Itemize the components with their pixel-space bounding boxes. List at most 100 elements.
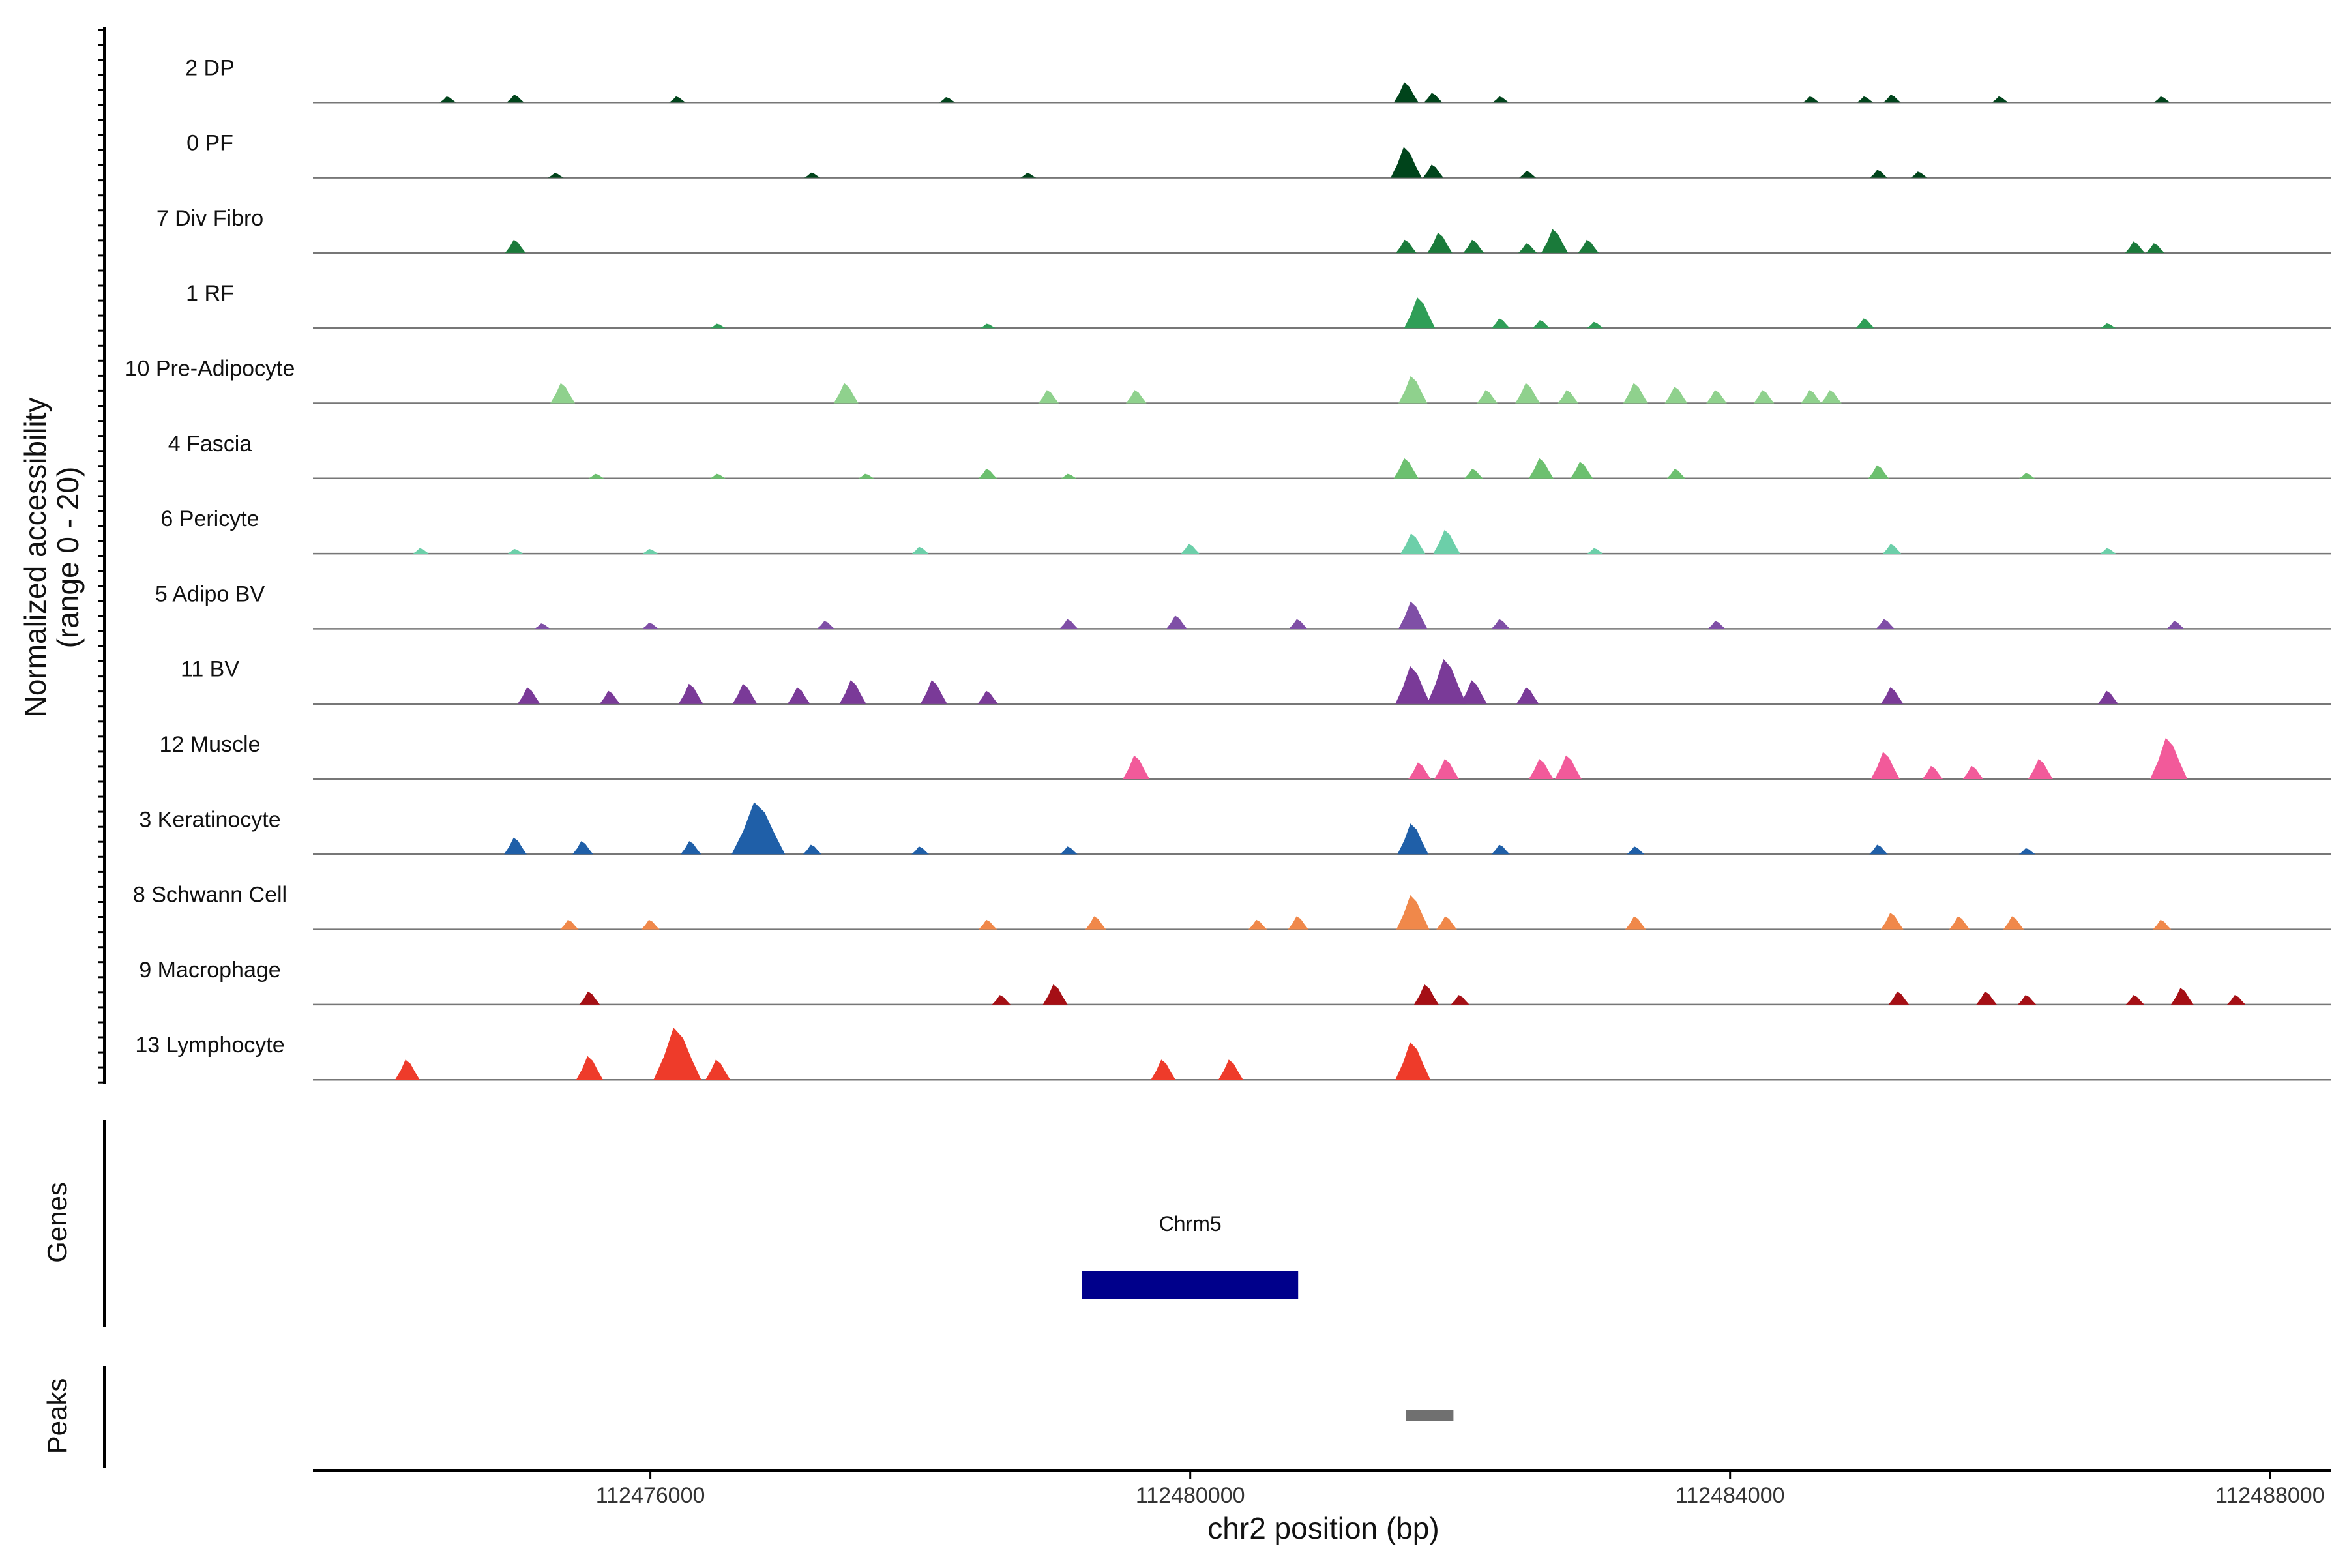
- tracks-layer: 2 DP 0 PF 7 Div Fibro 1 RF 10 Pre-Adipocyte 4…: [98, 27, 2331, 1084]
- x-axis-title: chr2 position (bp): [1207, 1511, 1439, 1545]
- accessibility-peak: [1666, 469, 1686, 479]
- track-label: 3 Keratinocyte: [139, 807, 280, 832]
- x-tick-label: 112480000: [1136, 1483, 1245, 1508]
- track-label: 6 Pericyte: [160, 507, 259, 531]
- accessibility-peak: [1426, 658, 1467, 704]
- genes-panel: Genes Chrm5: [42, 1120, 1299, 1327]
- track-label: 8 Schwann Cell: [133, 883, 287, 908]
- track-row: 11 BV: [181, 657, 2331, 705]
- accessibility-peak: [2018, 995, 2037, 1005]
- accessibility-peak: [911, 546, 929, 554]
- accessibility-peak: [978, 469, 997, 479]
- accessibility-peak: [992, 995, 1011, 1005]
- accessibility-peak: [507, 95, 524, 103]
- accessibility-peak: [1516, 687, 1539, 704]
- accessibility-peak: [732, 683, 758, 704]
- accessibility-peak: [1888, 991, 1910, 1005]
- accessibility-peak: [911, 846, 929, 855]
- accessibility-peak: [560, 919, 579, 930]
- accessibility-peak: [1396, 239, 1417, 253]
- accessibility-peak: [1492, 96, 1509, 103]
- accessibility-peak: [680, 841, 701, 855]
- accessibility-peak: [2150, 737, 2188, 779]
- accessibility-peak: [1515, 383, 1541, 404]
- accessibility-peak: [1922, 765, 1943, 779]
- accessibility-peak: [1085, 916, 1106, 930]
- accessibility-peak: [977, 690, 998, 704]
- accessibility-peak: [1404, 297, 1436, 329]
- accessibility-peak: [1408, 762, 1431, 779]
- track-label: 2 DP: [185, 55, 235, 80]
- accessibility-peak: [1451, 995, 1469, 1005]
- peaks-panel: Peaks: [42, 1366, 1454, 1468]
- track-label: 4 Fascia: [168, 432, 252, 456]
- accessibility-peak: [653, 1028, 701, 1080]
- accessibility-peak: [1869, 844, 1888, 855]
- y-axis-title-line1: Normalized accessibility: [18, 398, 52, 718]
- accessibility-peak: [1393, 82, 1419, 103]
- accessibility-peak: [517, 687, 540, 704]
- accessibility-peak: [1491, 619, 1510, 629]
- accessibility-peak: [1059, 619, 1078, 629]
- accessibility-peak: [2125, 995, 2144, 1005]
- accessibility-peak: [980, 323, 996, 329]
- accessibility-peak: [1436, 916, 1457, 930]
- accessibility-peak: [1391, 147, 1422, 178]
- accessibility-peak: [1627, 846, 1645, 855]
- accessibility-peak: [787, 687, 810, 704]
- accessibility-peak: [2100, 323, 2116, 329]
- accessibility-peak: [2146, 243, 2165, 253]
- y-axis-title: Normalized accessibility (range 0 - 20): [18, 398, 85, 718]
- gene-bar: [1082, 1271, 1299, 1299]
- track-row: 1 RF: [186, 281, 2331, 329]
- accessibility-peak: [1059, 846, 1078, 855]
- accessibility-peak: [1218, 1059, 1243, 1080]
- accessibility-peak: [1400, 533, 1426, 554]
- accessibility-peak: [1460, 680, 1487, 704]
- track-row: 6 Pericyte: [160, 507, 2331, 555]
- accessibility-peak: [2153, 919, 2172, 930]
- accessibility-peak: [2170, 988, 2194, 1005]
- track-label: 5 Adipo BV: [155, 582, 265, 606]
- accessibility-peak: [1801, 390, 1822, 404]
- accessibility-peak: [1289, 619, 1308, 629]
- x-axis: chr2 position (bp) 112476000 112480000 112…: [313, 1469, 2331, 1545]
- track-row: 5 Adipo BV: [155, 582, 2331, 630]
- accessibility-peak: [1528, 759, 1554, 779]
- accessibility-peak: [550, 383, 575, 404]
- track-row: 9 Macrophage: [139, 958, 2331, 1006]
- accessibility-peak: [1870, 170, 1887, 178]
- accessibility-peak: [1880, 913, 1904, 930]
- accessibility-peak: [1587, 548, 1603, 554]
- accessibility-peak: [1976, 991, 1997, 1005]
- accessibility-peak: [1883, 544, 1902, 554]
- accessibility-peak: [1038, 390, 1059, 404]
- accessibility-peak: [1123, 755, 1150, 779]
- accessibility-peak: [1753, 390, 1775, 404]
- x-tick-label: 112484000: [1675, 1483, 1785, 1508]
- track-row: 3 Keratinocyte: [139, 802, 2331, 855]
- track-label: 7 Div Fibro: [156, 206, 263, 231]
- x-tick-label: 112488000: [2215, 1483, 2325, 1508]
- accessibility-peak: [1949, 916, 1970, 930]
- accessibility-peak: [1623, 383, 1648, 404]
- accessibility-peak: [413, 548, 429, 554]
- accessibility-peak: [1181, 544, 1200, 554]
- accessibility-peak: [1518, 243, 1537, 253]
- accessibility-peak: [1876, 619, 1895, 629]
- accessibility-peak: [1664, 386, 1688, 404]
- accessibility-peak: [1519, 171, 1537, 178]
- accessibility-peak: [394, 1059, 420, 1080]
- track-row: 13 Lymphocyte: [135, 1028, 2331, 1081]
- accessibility-peak: [803, 844, 822, 855]
- y-axis-title-line2: (range 0 - 20): [51, 467, 85, 649]
- accessibility-peak: [1625, 916, 1646, 930]
- accessibility-peak: [1433, 529, 1460, 554]
- accessibility-peak: [1570, 462, 1593, 479]
- accessibility-peak: [1578, 239, 1599, 253]
- accessibility-peak: [1464, 469, 1483, 479]
- accessibility-peak: [1528, 458, 1554, 479]
- track-row: 10 Pre-Adipocyte: [125, 357, 2331, 404]
